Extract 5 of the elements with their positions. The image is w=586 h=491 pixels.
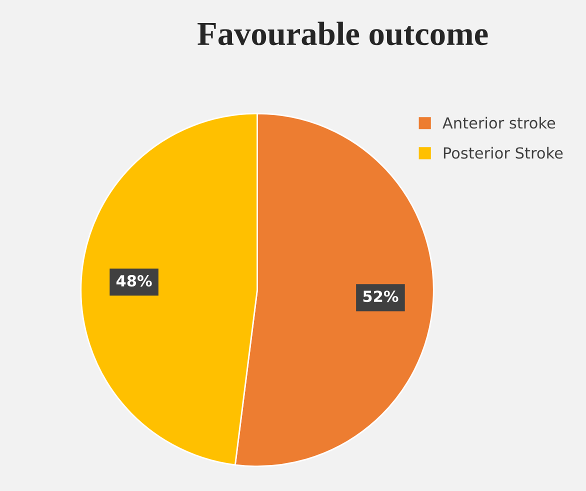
data-label: 52%	[363, 290, 398, 302]
data-label: 48%	[116, 275, 152, 287]
chart-title: Favourable outcome	[198, 22, 488, 46]
legend-label: Anterior stroke	[442, 116, 556, 129]
legend-label: Posterior Stroke	[444, 146, 563, 159]
